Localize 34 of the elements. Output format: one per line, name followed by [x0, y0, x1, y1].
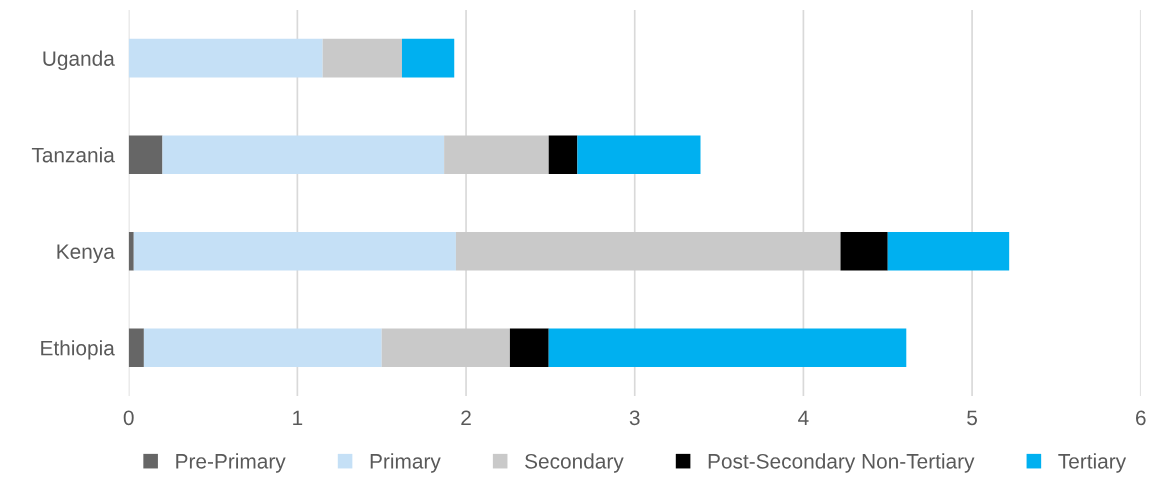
y-tick-label: Kenya — [57, 244, 115, 264]
bar — [322, 38, 402, 78]
bar — [509, 328, 549, 368]
x-tick-label: 4 — [798, 410, 809, 425]
y-tick-label: Uganda — [43, 50, 115, 71]
bar — [548, 135, 578, 174]
bar — [162, 135, 445, 174]
bar — [548, 328, 907, 368]
legend-label: Post-Secondary Non-Tertiary — [708, 453, 975, 473]
bar — [133, 231, 456, 271]
x-tick-label: 1 — [293, 410, 303, 425]
bar — [444, 135, 549, 174]
bar — [128, 135, 163, 174]
legend-label: Tertiary — [1058, 453, 1127, 473]
x-tick-label: 6 — [1136, 410, 1146, 426]
y-tick-label: Ethiopia — [41, 340, 115, 360]
bar — [128, 328, 144, 368]
x-tick-label: 5 — [967, 410, 977, 426]
legend-label: Secondary — [525, 453, 624, 473]
x-tick-label: 3 — [629, 410, 640, 426]
legend-label: Primary — [370, 453, 441, 473]
bar — [455, 231, 841, 271]
bar — [143, 328, 382, 368]
bar — [577, 135, 701, 174]
bar — [887, 231, 1010, 271]
bar — [381, 328, 510, 368]
bar — [401, 38, 455, 78]
y-tick-label: Tanzania — [31, 147, 115, 163]
bar — [128, 38, 323, 78]
x-tick-label: 2 — [461, 410, 471, 425]
legend-label: Pre-Primary — [176, 453, 286, 473]
x-tick-label: 0 — [123, 410, 134, 426]
bar — [128, 231, 134, 271]
bar — [840, 231, 888, 271]
